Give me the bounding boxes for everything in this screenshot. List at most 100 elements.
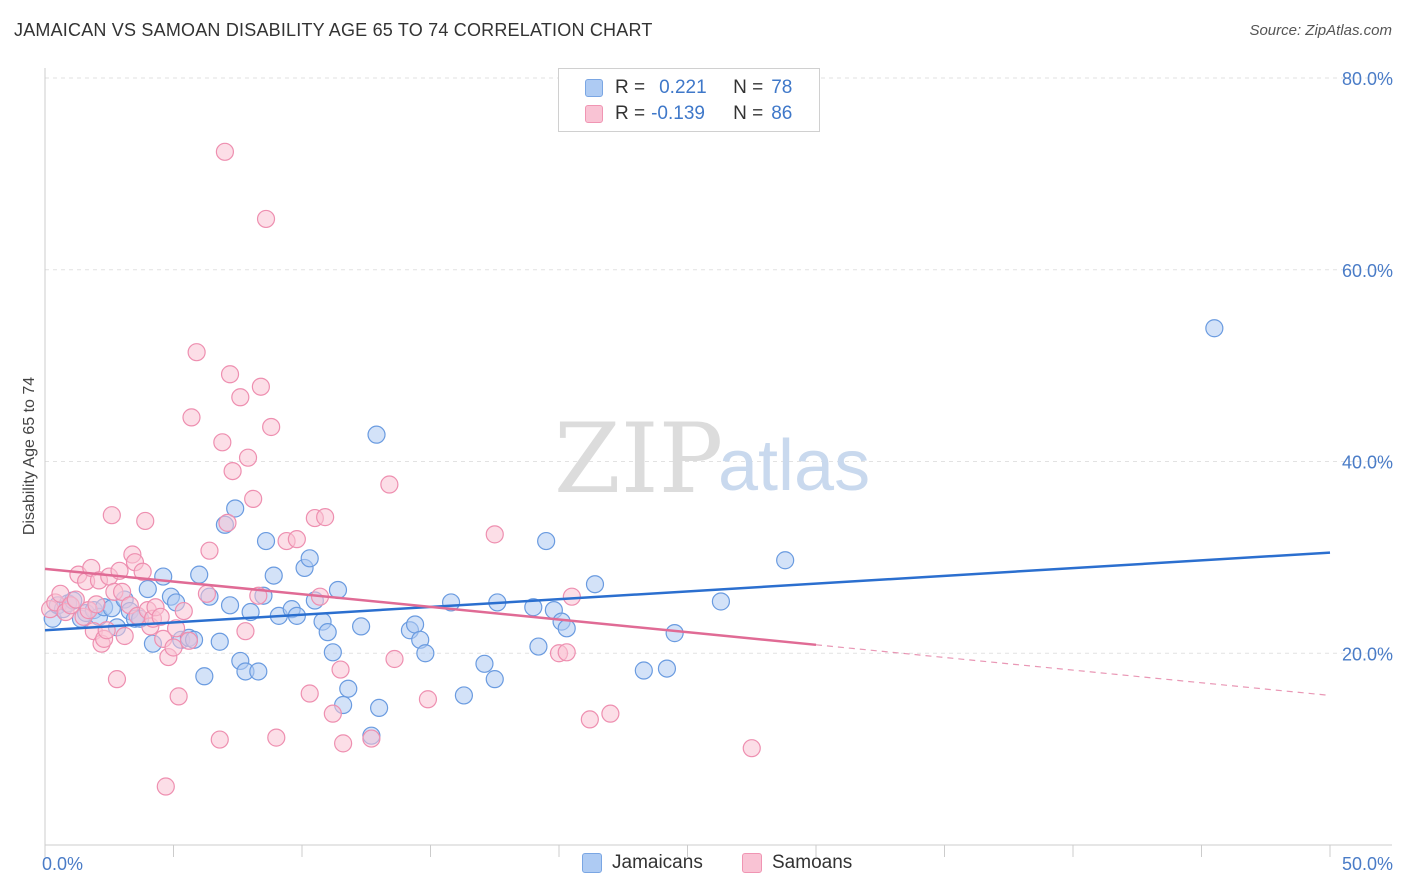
jamaicans-point	[1205, 319, 1224, 338]
watermark: ZIP atlas	[554, 403, 870, 515]
y-tick-label: 20.0%	[1342, 644, 1393, 664]
samoans-point	[174, 601, 193, 621]
legend-label-samoans: Samoans	[772, 852, 853, 873]
jamaicans-point	[711, 592, 731, 611]
jamaicans-point	[226, 499, 245, 518]
samoans-legend-swatch	[742, 853, 762, 873]
samoans-point	[156, 777, 175, 796]
n-label: N =	[733, 77, 764, 98]
jamaicans-point	[475, 654, 494, 673]
samoans-point	[179, 631, 199, 650]
samoans-point	[580, 710, 599, 729]
stats-legend: R = 0.221 N = 78 R = -0.139 N = 86	[558, 68, 820, 132]
jamaicans-point	[318, 623, 337, 642]
jamaicans-swatch	[585, 79, 603, 97]
samoans-swatch	[585, 105, 603, 123]
samoans-point	[380, 475, 399, 494]
jamaicans-point	[634, 661, 653, 680]
samoans-point	[210, 730, 229, 749]
jamaicans-point	[485, 670, 504, 689]
jamaicans-legend-swatch	[582, 853, 602, 873]
samoans-point	[256, 209, 276, 229]
samoans-point	[133, 562, 152, 581]
jamaicans-point	[264, 566, 283, 585]
samoans-point	[136, 511, 155, 531]
samoans-point	[251, 377, 270, 396]
jamaicans-point	[339, 679, 358, 698]
samoans-point	[334, 734, 353, 753]
jamaicans-point	[323, 643, 342, 662]
jamaicans-point	[776, 551, 795, 570]
samoans-point	[213, 433, 232, 452]
watermark-atlas: atlas	[718, 426, 870, 506]
samoans-point	[220, 365, 240, 384]
x-tick-label: 0.0%	[42, 854, 83, 874]
jamaicans-point	[241, 602, 260, 622]
samoans-point	[187, 343, 206, 362]
grid-lines	[45, 77, 1392, 654]
samoans-point	[557, 643, 576, 662]
samoans-point	[267, 728, 286, 747]
samoans-trend-line	[44, 567, 817, 647]
samoans-point	[316, 508, 335, 527]
samoans-point	[197, 584, 217, 603]
legend-item-jamaicans: Jamaicans	[582, 852, 703, 874]
axes	[44, 68, 1392, 857]
jamaicans-point	[529, 637, 548, 656]
jamaicans-point	[370, 698, 389, 717]
jamaicans-point	[537, 531, 556, 551]
jamaicans-point	[220, 596, 240, 615]
trend-lines	[44, 551, 1331, 697]
samoans-point	[562, 587, 581, 606]
samoans-point	[244, 489, 263, 508]
r-label: R =	[615, 77, 646, 98]
jamaicans-point	[557, 619, 576, 638]
watermark-zip: ZIP	[554, 403, 723, 515]
samoans-point	[218, 513, 237, 532]
jamaicans-point	[190, 565, 209, 584]
samoans-point	[66, 590, 85, 609]
n-value-jamaicans: 78	[771, 77, 793, 98]
jamaicans-point	[416, 644, 435, 663]
stats-row-jamaicans: R = 0.221 N = 78	[585, 77, 792, 99]
samoans-point	[182, 408, 201, 427]
jamaicans-points	[43, 319, 1224, 745]
samoans-point	[323, 704, 342, 723]
samoans-point	[97, 621, 116, 640]
n-label: N =	[733, 103, 764, 124]
samoans-point	[151, 607, 170, 626]
jamaicans-trend-line	[44, 551, 1331, 632]
samoans-point	[169, 687, 188, 706]
samoans-point	[102, 506, 121, 525]
samoans-point	[262, 417, 281, 437]
samoans-point	[215, 142, 234, 161]
y-tick-label: 60.0%	[1342, 261, 1393, 281]
samoans-point	[300, 684, 319, 703]
jamaicans-point	[256, 531, 276, 551]
legend-item-samoans: Samoans	[742, 852, 852, 874]
jamaicans-point	[138, 579, 157, 599]
source-label: Source: ZipAtlas.com	[1249, 22, 1392, 39]
jamaicans-point	[195, 667, 214, 686]
samoans-point	[331, 660, 350, 679]
x-tick-label: 50.0%	[1342, 854, 1393, 874]
samoans-point	[742, 739, 761, 758]
samoans-point	[287, 530, 306, 549]
stats-row-samoans: R = -0.139 N = 86	[585, 103, 792, 125]
samoans-point	[200, 541, 219, 560]
samoans-point	[236, 622, 255, 641]
jamaicans-point	[210, 632, 229, 651]
y-tick-label: 40.0%	[1342, 453, 1393, 473]
jamaicans-point	[154, 567, 173, 586]
samoans-point	[601, 704, 620, 723]
n-value-samoans: 86	[771, 103, 793, 124]
r-value-jamaicans: 0.221	[659, 77, 707, 98]
r-value-samoans: -0.139	[651, 103, 705, 124]
samoans-point	[362, 729, 381, 748]
legend-label-jamaicans: Jamaicans	[612, 852, 703, 873]
jamaicans-point	[352, 617, 371, 636]
tick-labels: 20.0% 40.0% 60.0% 80.0% 0.0% 50.0%	[42, 69, 1393, 874]
r-label: R =	[615, 103, 646, 124]
samoans-points	[41, 142, 761, 796]
